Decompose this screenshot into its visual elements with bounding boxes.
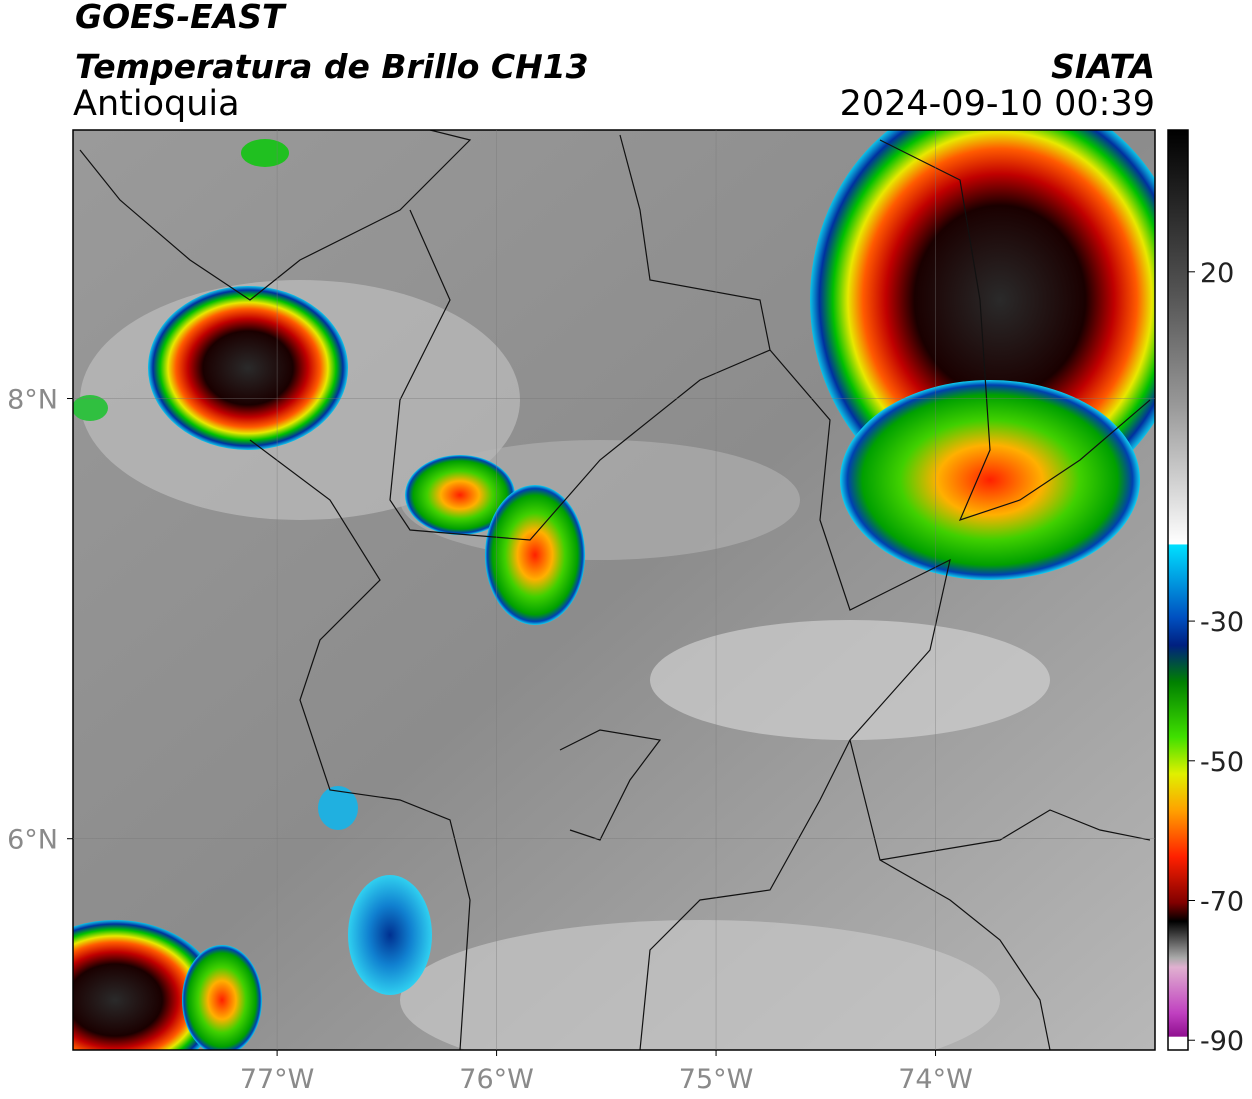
map-frame xyxy=(72,129,1156,1051)
colorbar-tick-label: 20 xyxy=(1200,258,1234,289)
x-tick-label: 75°W xyxy=(679,1064,754,1095)
product: Temperatura de Brillo CH13 xyxy=(75,47,589,86)
x-tick-label: 77°W xyxy=(240,1064,315,1095)
colorbar xyxy=(1167,129,1189,1051)
x-tick-label: 76°W xyxy=(459,1064,534,1095)
region: Antioquia xyxy=(73,84,240,124)
colorbar-tick-label: -90 xyxy=(1200,1026,1244,1057)
datetime: 2024-09-10 00:39 xyxy=(840,84,1155,124)
satellite: GOES-EAST xyxy=(75,0,287,36)
colorbar-tick-label: -50 xyxy=(1200,747,1244,778)
colorbar-tick-label: -30 xyxy=(1200,607,1244,638)
y-tick-label: 6°N xyxy=(7,825,58,856)
colorbar-tick-label: -70 xyxy=(1200,887,1244,918)
satellite-image xyxy=(73,130,1155,1050)
source: SIATA xyxy=(1051,47,1155,86)
y-tick-label: 8°N xyxy=(7,385,58,416)
x-tick-label: 74°W xyxy=(898,1064,973,1095)
